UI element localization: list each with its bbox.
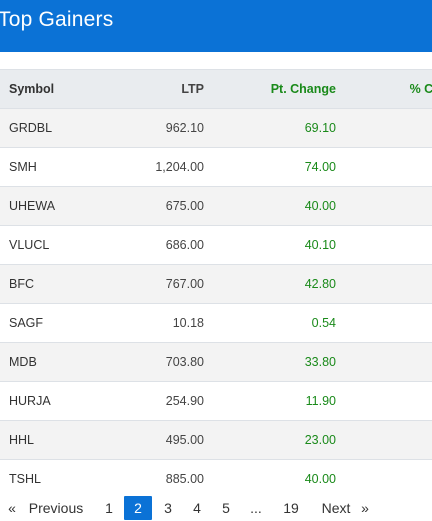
page-link-3[interactable]: 3 — [164, 500, 172, 516]
pagination: « Previous 1 2 3 4 5 ... 19 Next » — [0, 496, 432, 520]
page-header: Top Gainers — [0, 0, 432, 52]
pt-change-cell: 40.00 — [206, 459, 340, 489]
pct-change-cell: 5 — [340, 342, 432, 382]
page-link-19[interactable]: 19 — [283, 500, 299, 516]
ltp-cell: 675.00 — [108, 186, 206, 226]
pct-change-cell: 6 — [340, 186, 432, 226]
top-gainers-table-container: Symbol LTP Pt. Change % Change GRDBL962.… — [0, 69, 432, 489]
page-link-5[interactable]: 5 — [222, 500, 230, 516]
symbol-cell[interactable]: BFC — [0, 264, 108, 304]
pt-change-cell: 42.80 — [206, 264, 340, 304]
ltp-cell: 885.00 — [108, 459, 206, 489]
symbol-cell[interactable]: TSHL — [0, 459, 108, 489]
pct-change-cell: 5 — [340, 303, 432, 343]
symbol-cell[interactable]: GRDBL — [0, 108, 108, 148]
symbol-cell[interactable]: SMH — [0, 147, 108, 187]
symbol-cell[interactable]: HHL — [0, 420, 108, 460]
column-header-pt-change[interactable]: Pt. Change — [206, 70, 340, 109]
ltp-cell: 495.00 — [108, 420, 206, 460]
top-gainers-table: Symbol LTP Pt. Change % Change GRDBL962.… — [0, 70, 432, 489]
ltp-cell: 686.00 — [108, 225, 206, 265]
pt-change-cell: 74.00 — [206, 147, 340, 187]
table-header-row: Symbol LTP Pt. Change % Change — [0, 70, 432, 109]
pct-change-cell: 4 — [340, 459, 432, 489]
ltp-cell: 767.00 — [108, 264, 206, 304]
symbol-cell[interactable]: HURJA — [0, 381, 108, 421]
page-link-2-active[interactable]: 2 — [124, 496, 152, 520]
pct-change-cell: 6 — [340, 147, 432, 187]
column-header-symbol[interactable]: Symbol — [0, 70, 108, 109]
pct-change-cell: 4 — [340, 420, 432, 460]
pt-change-cell: 23.00 — [206, 420, 340, 460]
ltp-cell: 10.18 — [108, 303, 206, 343]
previous-arrow-icon[interactable]: « — [8, 500, 16, 516]
pt-change-cell: 40.10 — [206, 225, 340, 265]
pt-change-cell: 0.54 — [206, 303, 340, 343]
symbol-cell[interactable]: VLUCL — [0, 225, 108, 265]
next-arrow-icon[interactable]: » — [361, 500, 369, 516]
symbol-cell[interactable]: UHEWA — [0, 186, 108, 226]
ltp-cell: 254.90 — [108, 381, 206, 421]
column-header-ltp[interactable]: LTP — [108, 70, 206, 109]
column-header-pct-change[interactable]: % Change — [340, 70, 432, 109]
symbol-cell[interactable]: SAGF — [0, 303, 108, 343]
pt-change-cell: 69.10 — [206, 108, 340, 148]
page-link-4[interactable]: 4 — [193, 500, 201, 516]
page-link-1[interactable]: 1 — [105, 500, 113, 516]
symbol-cell[interactable]: MDB — [0, 342, 108, 382]
previous-page-link[interactable]: Previous — [28, 500, 84, 516]
pt-change-cell: 33.80 — [206, 342, 340, 382]
pct-change-cell: 4 — [340, 381, 432, 421]
page-ellipsis: ... — [250, 500, 262, 516]
page-title: Top Gainers — [0, 8, 114, 31]
ltp-cell: 962.10 — [108, 108, 206, 148]
ltp-cell: 703.80 — [108, 342, 206, 382]
next-page-link[interactable]: Next — [321, 500, 351, 516]
pct-change-cell: 5 — [340, 264, 432, 304]
pt-change-cell: 40.00 — [206, 186, 340, 226]
ltp-cell: 1,204.00 — [108, 147, 206, 187]
pct-change-cell: 6 — [340, 225, 432, 265]
pt-change-cell: 11.90 — [206, 381, 340, 421]
pct-change-cell: 7 — [340, 108, 432, 148]
